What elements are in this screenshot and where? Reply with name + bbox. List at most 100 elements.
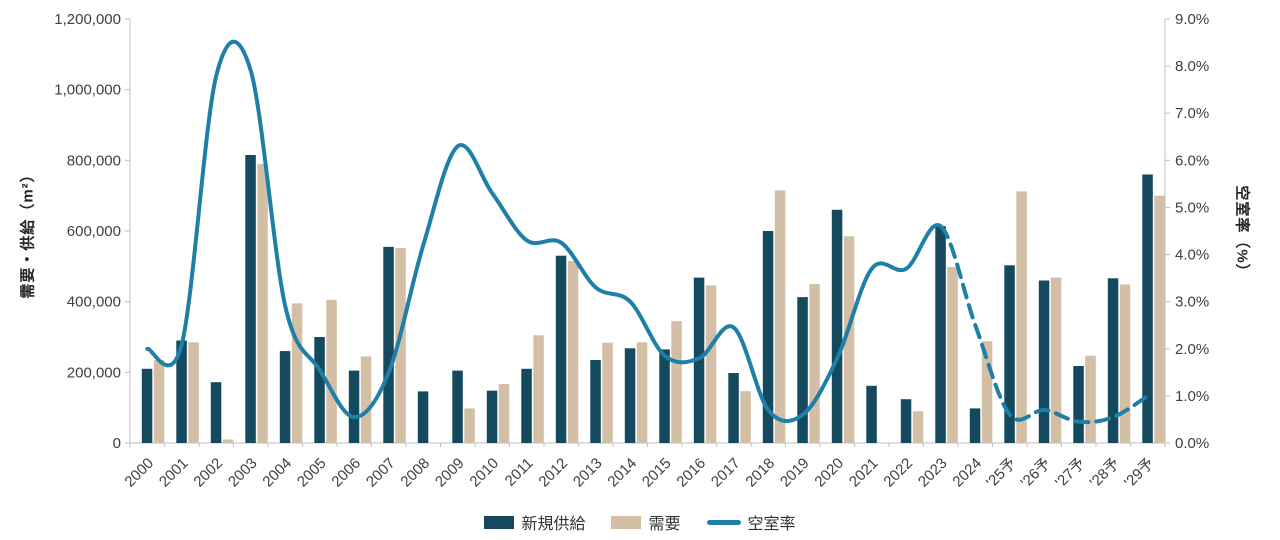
bar-demand-'25予 (1016, 191, 1027, 443)
bar-supply-2005 (314, 337, 325, 443)
right-axis-tick-label: 3.0% (1175, 294, 1209, 311)
bar-demand-2015 (671, 321, 682, 443)
bar-supply-2023 (935, 226, 946, 443)
right-axis-tick-label: 7.0% (1175, 105, 1209, 122)
bar-demand-'28予 (1119, 284, 1131, 443)
bar-supply-2010 (486, 390, 498, 443)
x-tick-label-2006: 2006 (328, 455, 364, 491)
x-tick-label-'26予: '26予 (1018, 455, 1054, 491)
legend-label-vacancy: 空室率 (747, 516, 796, 533)
bar-demand-2006 (360, 356, 372, 443)
x-tick-label-2011: 2011 (502, 455, 537, 490)
bar-supply-2019 (797, 297, 808, 443)
bar-supply-2003 (245, 155, 256, 443)
right-axis-tick-label: 2.0% (1175, 341, 1209, 358)
left-axis-tick-label: 1,000,000 (54, 82, 121, 99)
bar-supply-'27予 (1073, 366, 1084, 443)
bar-supply-2002 (210, 382, 222, 443)
bar-supply-2024 (969, 408, 981, 443)
bar-supply-2011 (521, 368, 532, 443)
vacancy-line (145, 39, 943, 424)
x-tick-label-2010: 2010 (466, 455, 502, 491)
bar-demand-2000 (153, 360, 165, 443)
bar-demand-2016 (705, 285, 717, 443)
x-tick-label-'29予: '29予 (1121, 455, 1157, 491)
right-axis-tick-label: 9.0% (1175, 11, 1209, 28)
legend-item-vacancy: 空室率 (706, 510, 796, 534)
bar-supply-2021 (866, 385, 877, 443)
left-axis-tick-label: 400,000 (67, 294, 121, 311)
x-tick-label-2003: 2003 (225, 455, 261, 491)
bar-demand-2023 (947, 267, 958, 443)
bar-supply-2015 (659, 349, 670, 443)
left-axis-title: 需要・供給（m²） (19, 166, 37, 299)
bar-supply-2006 (348, 370, 360, 443)
x-tick-label-2013: 2013 (570, 455, 606, 491)
bar-demand-2022 (912, 411, 924, 443)
x-tick-label-2021: 2021 (846, 455, 882, 491)
left-axis-tick-label: 200,000 (67, 364, 121, 381)
legend-item-supply: 新規供給 (484, 510, 585, 534)
x-tick-label-2024: 2024 (949, 455, 985, 491)
legend-item-demand: 需要 (611, 510, 681, 534)
x-tick-label-2009: 2009 (432, 455, 468, 491)
bar-demand-2002 (222, 439, 234, 443)
bar-demand-2017 (740, 391, 751, 443)
x-tick-label-2000: 2000 (121, 455, 157, 491)
bar-demand-2010 (498, 384, 510, 443)
x-tick-label-2008: 2008 (397, 455, 433, 491)
left-axis-tick-label: 0 (113, 435, 121, 452)
right-axis-title: 空室率（%） (1233, 185, 1251, 280)
bar-supply-2007 (383, 246, 394, 443)
legend-swatch-vacancy-line-icon (706, 519, 741, 525)
left-axis-tick-label: 600,000 (67, 223, 121, 240)
legend-swatch-demand-icon (611, 515, 642, 529)
bar-demand-'27予 (1085, 355, 1096, 443)
x-tick-label-'28予: '28予 (1087, 455, 1123, 491)
legend-swatch-supply-icon (484, 515, 515, 529)
bar-demand-2018 (774, 190, 786, 443)
x-tick-label-2001: 2001 (156, 455, 192, 491)
x-tick-label-2004: 2004 (259, 455, 295, 491)
x-tick-label-2007: 2007 (363, 455, 399, 491)
vacancy-line-forecast (938, 224, 1150, 425)
right-axis-tick-label: 1.0% (1175, 388, 1209, 405)
legend-label-demand: 需要 (648, 516, 681, 533)
bar-supply-2014 (624, 348, 636, 443)
bar-supply-'29予 (1142, 174, 1153, 443)
bar-supply-2009 (452, 370, 463, 443)
bar-supply-2000 (141, 368, 153, 443)
bar-demand-'26予 (1050, 277, 1062, 443)
x-tick-label-2022: 2022 (880, 455, 916, 491)
bar-demand-2013 (602, 342, 613, 443)
bar-supply-'26予 (1038, 280, 1050, 443)
x-tick-label-'25予: '25予 (983, 455, 1019, 491)
x-tick-label-2014: 2014 (604, 455, 640, 491)
x-tick-label-'27予: '27予 (1052, 455, 1088, 491)
bar-demand-2012 (567, 261, 579, 443)
bar-supply-2012 (555, 255, 567, 443)
bar-demand-2007 (395, 248, 406, 443)
x-tick-label-2016: 2016 (673, 455, 709, 491)
chart-legend: 新規供給 需要 空室率 (0, 510, 1280, 534)
bar-supply-'25予 (1004, 265, 1015, 443)
bar-demand-2011 (533, 335, 544, 443)
bar-demand-2014 (636, 342, 648, 443)
x-tick-label-2019: 2019 (777, 455, 813, 491)
x-tick-label-2017: 2017 (708, 455, 744, 491)
bar-demand-2003 (257, 163, 268, 443)
bar-supply-2001 (176, 340, 187, 443)
bar-supply-2013 (590, 360, 601, 443)
left-axis-tick-label: 1,200,000 (54, 11, 121, 28)
bar-demand-2009 (464, 408, 475, 443)
bar-demand-2019 (809, 284, 820, 443)
right-axis-tick-label: 6.0% (1175, 152, 1209, 169)
right-axis-tick-label: 4.0% (1175, 247, 1209, 264)
bar-supply-2004 (279, 351, 291, 443)
x-tick-label-2012: 2012 (535, 455, 571, 491)
bar-supply-2020 (831, 209, 843, 443)
bar-supply-'28予 (1107, 278, 1119, 443)
bar-demand-2005 (326, 299, 337, 443)
